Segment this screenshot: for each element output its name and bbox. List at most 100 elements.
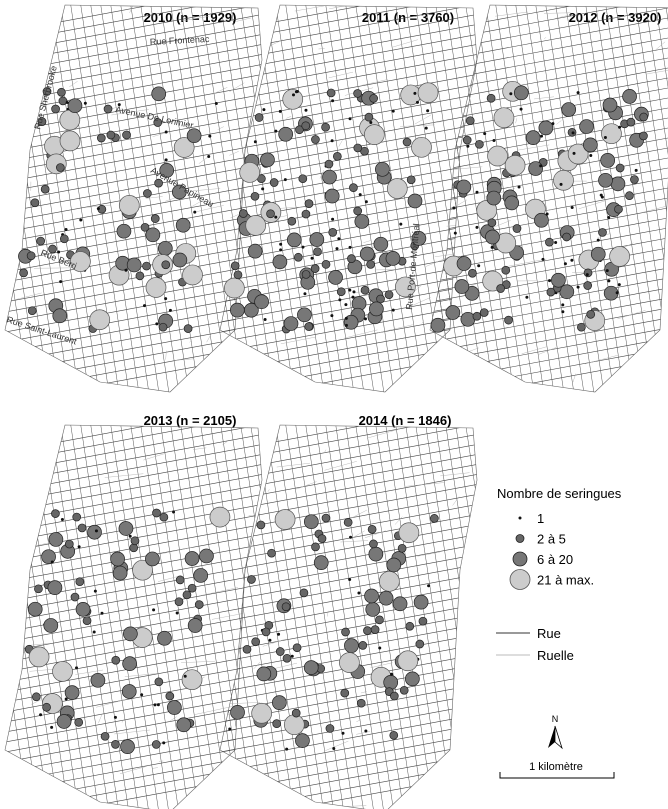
syringe-point — [77, 523, 87, 533]
syringe-point — [27, 306, 37, 316]
lane — [199, 587, 238, 596]
street — [220, 582, 477, 634]
street — [654, 5, 668, 392]
street — [624, 5, 668, 392]
syringe-point — [509, 92, 513, 96]
legend-label: 2 à 5 — [537, 532, 566, 547]
syringe-point — [399, 222, 403, 226]
street — [5, 22, 262, 74]
street — [149, 5, 211, 392]
syringe-point — [266, 209, 275, 219]
syringe-point — [283, 316, 299, 331]
lane — [352, 530, 365, 538]
syringe-point — [411, 136, 432, 158]
lane — [169, 716, 177, 722]
syringe-point — [118, 521, 134, 536]
lane — [318, 48, 325, 50]
syringe-point — [182, 590, 192, 600]
lane — [206, 333, 212, 343]
syringe-point — [330, 314, 334, 318]
syringe-point — [124, 268, 128, 272]
street — [274, 425, 336, 809]
syringe-point — [378, 590, 394, 606]
syringe-point — [19, 268, 28, 278]
syringe-point — [253, 140, 257, 144]
syringe-point — [164, 297, 168, 301]
lane — [86, 204, 112, 208]
syringe-point — [70, 251, 91, 272]
syringe-point — [48, 532, 64, 547]
lane — [20, 157, 27, 159]
map-panel — [429, 4, 668, 393]
lane — [75, 669, 104, 675]
lane — [537, 347, 557, 355]
street — [5, 425, 262, 454]
syringe-point — [140, 222, 150, 232]
lane — [5, 646, 26, 657]
syringe-point — [172, 252, 188, 268]
street — [430, 62, 668, 114]
syringe-point — [176, 717, 192, 733]
syringe-point — [153, 118, 163, 127]
lane — [543, 37, 547, 40]
syringe-point — [384, 290, 394, 300]
street — [494, 5, 556, 392]
syringe-point — [476, 199, 498, 221]
syringe-point — [610, 176, 626, 192]
syringe-point — [304, 322, 314, 331]
lane — [446, 223, 477, 227]
syringe-point — [354, 214, 370, 229]
syringe-point — [30, 198, 40, 208]
syringe-point — [339, 652, 360, 673]
lane — [286, 116, 292, 119]
syringe-point — [375, 615, 384, 625]
syringe-point — [36, 236, 46, 246]
lane — [222, 441, 228, 445]
syringe-point — [181, 669, 203, 691]
syringe-point — [57, 87, 66, 97]
street — [564, 5, 626, 392]
syringe-point — [301, 209, 311, 219]
legend-title: Nombre de seringues — [497, 486, 622, 501]
syringe-point — [392, 596, 408, 612]
street — [430, 72, 668, 124]
syringe-point — [283, 714, 305, 736]
syringe-point — [561, 303, 565, 307]
syringe-point — [462, 135, 472, 145]
syringe-point — [186, 128, 202, 144]
syringe-point — [303, 660, 319, 675]
map-outline — [219, 424, 478, 809]
syringe-point — [492, 138, 496, 142]
syringe-point — [504, 315, 513, 325]
map-outline — [429, 4, 668, 393]
lane — [253, 661, 261, 669]
syringe-point — [126, 257, 142, 273]
syringe-point — [65, 101, 69, 105]
lane — [521, 346, 547, 354]
syringe-point — [545, 237, 554, 247]
syringe-point — [321, 260, 331, 269]
syringe-point — [385, 251, 401, 266]
street — [430, 52, 668, 104]
street — [220, 272, 477, 324]
syringe-point — [369, 539, 378, 549]
street — [220, 552, 477, 604]
scale-label: 1 kilomètre — [529, 761, 583, 773]
lane — [27, 643, 49, 646]
syringe-point — [583, 137, 598, 153]
street — [220, 5, 276, 392]
street — [5, 425, 31, 809]
syringe-point — [603, 135, 607, 139]
street — [239, 5, 262, 392]
syringe-point — [563, 262, 567, 266]
street — [220, 652, 477, 704]
lane — [417, 551, 440, 557]
lane — [13, 292, 42, 301]
syringe-point — [287, 216, 297, 226]
syringe-point — [364, 588, 379, 604]
syringe-point — [155, 322, 159, 326]
syringe-point — [586, 309, 596, 319]
syringe-point — [59, 280, 63, 284]
street — [334, 5, 396, 392]
lane — [421, 320, 424, 324]
